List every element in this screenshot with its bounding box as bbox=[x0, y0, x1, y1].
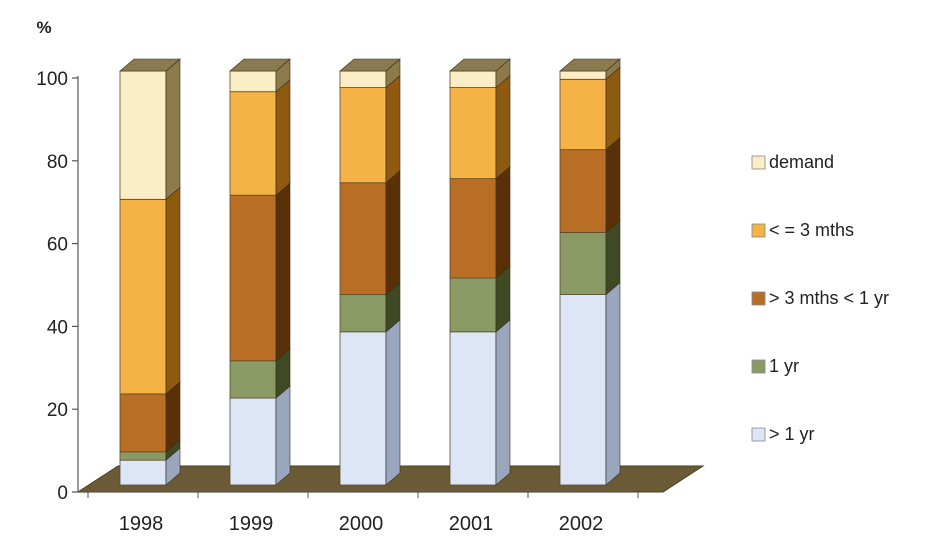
legend-item-3-mths-1-yr: > 3 mths < 1 yr bbox=[751, 288, 889, 308]
legend-label: < = 3 mths bbox=[769, 220, 854, 240]
y-axis: 0 20 40 60 80 100% bbox=[36, 18, 639, 504]
bar-segment-1-yr-2000 bbox=[339, 331, 387, 486]
bar-segment-3-mths-1-yr-2001-side bbox=[495, 165, 511, 279]
bar-segment-3-mths-2002-side bbox=[605, 66, 621, 151]
bar-segment-1-yr-2002 bbox=[559, 294, 607, 486]
bar-segment-3-mths-2001 bbox=[449, 87, 497, 180]
y-tick-label: 0 bbox=[57, 483, 68, 504]
y-tick-label: 100 bbox=[36, 69, 68, 90]
y-tick-label: 20 bbox=[47, 400, 68, 421]
bar-segment-3-mths-1-yr-2000-side bbox=[385, 170, 401, 296]
legend: demand < = 3 mths > 3 mths < 1 yr 1 yr > 1 y… bbox=[751, 152, 889, 444]
legend-swatch bbox=[751, 291, 766, 306]
bar-top-1998 bbox=[119, 58, 181, 72]
bar-stack-2001 bbox=[449, 58, 511, 486]
legend-swatch bbox=[751, 223, 766, 238]
legend-item-demand: demand bbox=[751, 152, 834, 172]
bar-segment-3-mths-1-yr-1998 bbox=[119, 393, 167, 453]
legend-item-1-yr: 1 yr bbox=[751, 356, 799, 376]
y-tick-label: 60 bbox=[47, 235, 68, 256]
legend-label: > 3 mths < 1 yr bbox=[769, 288, 889, 308]
bar-stack-1999 bbox=[229, 58, 291, 486]
legend-label: demand bbox=[769, 152, 834, 172]
bar-stack-2000 bbox=[339, 58, 401, 486]
bar-segment-1-yr-1998 bbox=[119, 459, 167, 486]
bar-segment-1-yr-2002 bbox=[559, 232, 607, 295]
legend-swatch bbox=[751, 359, 766, 374]
bar-segment-1-yr-2001 bbox=[449, 277, 497, 333]
x-tick-label-2002: 2002 bbox=[559, 513, 604, 535]
bar-segment-demand-2000 bbox=[339, 70, 387, 88]
bar-segment-1-yr-1999 bbox=[229, 397, 277, 486]
bar-segment-3-mths-1-yr-2001 bbox=[449, 178, 497, 279]
bar-segment-demand-1998-side bbox=[165, 58, 181, 200]
legend-swatch bbox=[751, 427, 766, 442]
bar-top-1999 bbox=[229, 58, 291, 72]
legend-label: 1 yr bbox=[769, 356, 799, 376]
bar-segment-1-yr-2000-side bbox=[385, 319, 401, 486]
bar-segment-1-yr-2002-side bbox=[605, 281, 621, 486]
bar-segment-1-yr-2001 bbox=[449, 331, 497, 486]
bar-segment-3-mths-1-yr-1999-side bbox=[275, 182, 291, 362]
bar-segment-1-yr-1998 bbox=[119, 451, 167, 461]
x-tick-label-2001: 2001 bbox=[449, 513, 494, 535]
bar-segment-3-mths-1998 bbox=[119, 198, 167, 395]
bar-stack-2002 bbox=[559, 58, 621, 486]
bar-segment-3-mths-1999 bbox=[229, 91, 277, 196]
bar-segment-3-mths-2000 bbox=[339, 87, 387, 184]
bar-segment-1-yr-2002-side bbox=[605, 219, 621, 296]
bars bbox=[119, 58, 621, 486]
bar-segment-demand-2002 bbox=[559, 70, 607, 80]
bar-segment-3-mths-2000-side bbox=[385, 74, 401, 184]
y-tick-label: 80 bbox=[47, 152, 68, 173]
legend-item-1-yr: > 1 yr bbox=[751, 424, 815, 444]
bar-top-2002 bbox=[559, 58, 621, 72]
legend-swatch bbox=[751, 155, 766, 170]
y-axis-label: % bbox=[36, 18, 51, 37]
bar-segment-3-mths-2002 bbox=[559, 78, 607, 151]
x-tick-label-1998: 1998 bbox=[119, 513, 164, 535]
bar-segment-demand-1999 bbox=[229, 70, 277, 93]
bar-segment-1-yr-1999 bbox=[229, 360, 277, 399]
bar-segment-3-mths-1999-side bbox=[275, 79, 291, 196]
x-tick-label-1999: 1999 bbox=[229, 513, 274, 535]
bar-segment-3-mths-2001-side bbox=[495, 74, 511, 180]
bar-segment-demand-1998 bbox=[119, 70, 167, 200]
bar-top-2001 bbox=[449, 58, 511, 72]
bar-segment-1-yr-1999-side bbox=[275, 385, 291, 486]
bar-stack-1998 bbox=[119, 58, 181, 486]
bar-segment-1-yr-2000 bbox=[339, 294, 387, 333]
legend-item-3-mths: < = 3 mths bbox=[751, 220, 854, 240]
x-tick-label-2000: 2000 bbox=[339, 513, 384, 535]
y-tick-label: 40 bbox=[47, 317, 68, 338]
bar-segment-3-mths-1-yr-2002-side bbox=[605, 137, 621, 234]
bar-segment-3-mths-1-yr-2000 bbox=[339, 182, 387, 295]
bar-segment-3-mths-1-yr-1999 bbox=[229, 194, 277, 362]
bar-top-2000 bbox=[339, 58, 401, 72]
bar-segment-1-yr-2001-side bbox=[495, 319, 511, 486]
legend-label: > 1 yr bbox=[769, 424, 815, 444]
bar-segment-3-mths-1998-side bbox=[165, 186, 181, 395]
bar-segment-3-mths-1-yr-2002 bbox=[559, 149, 607, 233]
bar-segment-demand-2001 bbox=[449, 70, 497, 88]
x-axis-labels: 1998 1999 2000 2001 2002 bbox=[119, 513, 604, 535]
